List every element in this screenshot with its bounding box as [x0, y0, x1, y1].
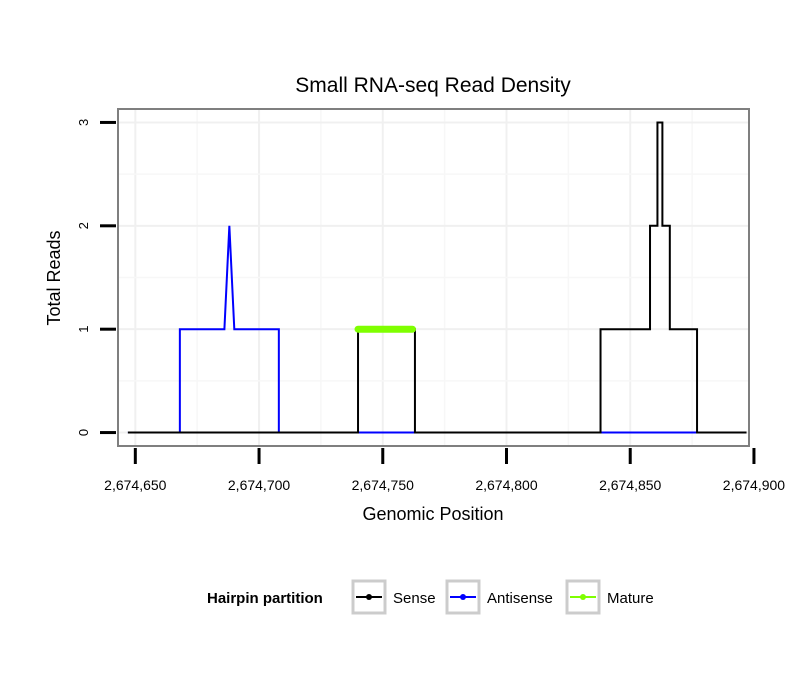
- y-tick-label: 1: [76, 326, 91, 333]
- legend: Hairpin partition Sense Antisense Mature: [207, 579, 654, 615]
- y-tick-label: 0: [76, 429, 91, 436]
- y-tick-label: 2: [76, 222, 91, 229]
- x-tick-label: 2,674,850: [599, 477, 661, 493]
- x-axis-label: Genomic Position: [362, 504, 503, 524]
- series-layer: [127, 121, 747, 434]
- x-tick-label: 2,674,900: [723, 477, 785, 493]
- chart-title: Small RNA-seq Read Density: [295, 74, 571, 97]
- legend-point-mature: [580, 594, 586, 600]
- legend-item-sense: Sense: [351, 579, 436, 615]
- x-tick-label: 2,674,750: [352, 477, 414, 493]
- legend-point-sense: [366, 594, 372, 600]
- legend-item-mature: Mature: [565, 579, 654, 615]
- axes: 2,674,650 2,674,700 2,674,750 2,674,800 2,67…: [76, 119, 785, 493]
- y-tick-label: 3: [76, 119, 91, 126]
- legend-label-antisense: Antisense: [487, 590, 553, 607]
- legend-point-antisense: [460, 594, 466, 600]
- grid: [118, 109, 749, 446]
- legend-item-antisense: Antisense: [445, 579, 553, 615]
- legend-label-sense: Sense: [393, 590, 436, 607]
- plot-panel-border: [117, 108, 750, 447]
- legend-label-mature: Mature: [607, 590, 654, 607]
- y-axis-label: Total Reads: [44, 230, 64, 325]
- x-tick-label: 2,674,650: [104, 477, 166, 493]
- x-tick-label: 2,674,700: [228, 477, 290, 493]
- legend-title: Hairpin partition: [207, 590, 323, 607]
- series-line-antisense: [127, 225, 717, 434]
- x-tick-label: 2,674,800: [475, 477, 537, 493]
